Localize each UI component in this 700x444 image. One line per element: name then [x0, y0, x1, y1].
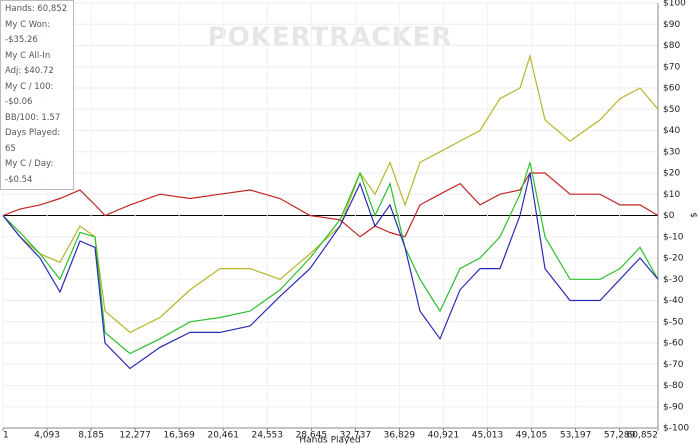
y-tick-label: $-70	[663, 360, 684, 370]
series-line	[2, 172, 659, 238]
y-tick-label: $80	[663, 41, 680, 51]
stat-line: Hands: 60,852	[5, 4, 68, 14]
x-tick-label: 32,737	[340, 431, 372, 441]
stat-line: My C / 100: -$0.06	[5, 81, 54, 108]
stat-line: BB/100: 1.57	[5, 112, 61, 123]
y-tick-label: $-40	[663, 296, 684, 306]
y-tick-label: $-90	[663, 402, 684, 412]
y-tick-label: $-100	[663, 424, 689, 434]
y-tick-label: $-50	[663, 317, 684, 327]
x-axis-label: Hands Played	[299, 436, 360, 444]
stat-line: My C All-In Adj: $40.72	[5, 50, 54, 77]
stats-box: Hands: 60,852 My C Won: -$35.26 My C All-I…	[0, 0, 74, 190]
y-axis-label: $	[690, 212, 700, 218]
y-tick-label: $20	[663, 169, 680, 179]
series-line	[2, 172, 659, 370]
x-tick-label: 53,197	[560, 431, 592, 441]
stat-line: My C / Day: -$0.54	[5, 159, 54, 185]
x-tick-label: 45,013	[472, 431, 504, 441]
y-tick-label: $-60	[663, 339, 684, 349]
y-tick-label: $-10	[663, 232, 684, 242]
x-tick-label: 20,461	[207, 431, 239, 441]
x-tick-label: 49,105	[516, 431, 548, 441]
stat-line: My C Won: -$35.26	[5, 19, 51, 46]
y-tick-label: $-30	[663, 275, 684, 285]
x-tick-label: 57,289	[604, 431, 636, 441]
x-tick-label: 4,093	[34, 431, 60, 441]
series-line	[2, 162, 659, 355]
y-tick-label: $60	[663, 84, 680, 94]
stat-line: Days Played: 65	[5, 128, 61, 154]
y-tick-label: $100	[663, 0, 686, 9]
y-tick-label: $40	[663, 126, 680, 136]
y-tick-label: $50	[663, 105, 680, 115]
y-tick-label: $10	[663, 190, 680, 200]
y-tick-label: $90	[663, 20, 680, 30]
x-tick-label: 60,852	[627, 431, 659, 441]
y-tick-label: $30	[663, 147, 680, 157]
x-tick-label: 40,921	[428, 431, 460, 441]
x-tick-label: 8,185	[78, 431, 104, 441]
y-tick-label: $-20	[663, 254, 684, 264]
x-tick-label: 16,369	[163, 431, 195, 441]
y-tick-label: $0	[663, 211, 675, 221]
x-tick-label: 24,553	[252, 431, 284, 441]
x-tick-label: 36,829	[384, 431, 416, 441]
x-tick-label: 28,645	[296, 431, 328, 441]
y-tick-label: $-80	[663, 381, 684, 391]
watermark: POKERTRACKER	[208, 23, 453, 53]
y-tick-label: $70	[663, 62, 680, 72]
x-tick-label: 1	[3, 431, 9, 441]
x-tick-label: 12,277	[119, 431, 151, 441]
